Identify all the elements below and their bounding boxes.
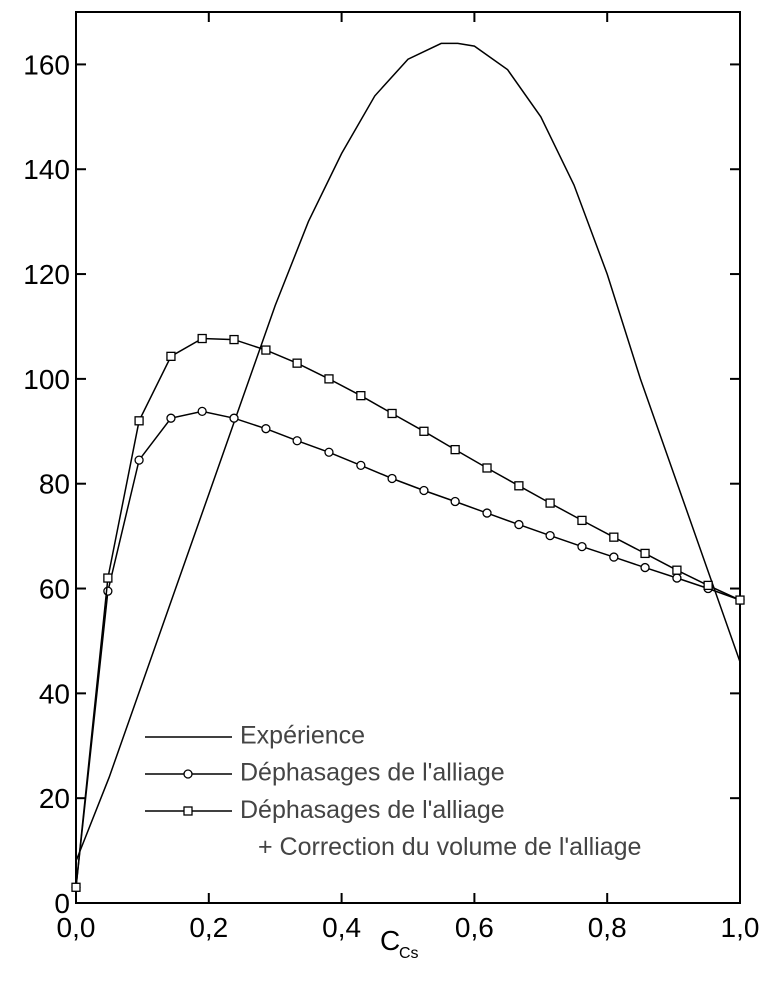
marker	[450, 496, 460, 507]
y-tick-label: 100	[23, 364, 70, 395]
marker	[292, 358, 302, 368]
marker	[609, 532, 619, 542]
marker	[134, 416, 144, 426]
marker	[735, 595, 745, 605]
marker	[166, 351, 176, 361]
x-tick-label: 1,0	[721, 912, 760, 943]
y-tick-label: 120	[23, 259, 70, 290]
x-axis-label-sub: Cs	[399, 945, 419, 962]
marker	[292, 436, 302, 446]
y-tick-label: 140	[23, 154, 70, 185]
legend-label: Déphasages de l'alliage	[240, 759, 505, 787]
marker	[197, 406, 207, 417]
x-tick-label: 0,0	[57, 912, 96, 943]
marker	[229, 413, 239, 423]
marker	[197, 333, 207, 344]
marker	[640, 562, 650, 573]
marker	[672, 565, 682, 575]
marker	[482, 508, 492, 518]
legend: Expérience Déphasages de l'alliage Déphasa…	[145, 722, 641, 861]
marker	[609, 552, 619, 562]
marker	[183, 769, 193, 779]
legend-label: Expérience	[240, 722, 365, 750]
x-tick-label: 0,4	[322, 912, 361, 943]
marker	[703, 580, 713, 591]
marker	[324, 447, 334, 457]
y-tick-label: 40	[39, 678, 70, 709]
y-tick-label: 60	[39, 574, 70, 605]
marker	[482, 463, 492, 473]
marker	[387, 408, 397, 419]
series-line	[75, 337, 741, 888]
marker	[261, 345, 271, 355]
marker	[103, 573, 113, 583]
x-tick-label: 0,2	[189, 912, 228, 943]
marker	[545, 530, 555, 541]
marker	[166, 413, 176, 423]
marker	[514, 519, 524, 530]
marker	[183, 806, 193, 816]
marker	[261, 424, 271, 434]
marker	[419, 426, 429, 436]
marker	[134, 455, 144, 465]
y-tick-label: 80	[39, 469, 70, 500]
y-tick-label: 160	[23, 49, 70, 80]
marker	[387, 473, 397, 484]
marker	[71, 882, 81, 892]
marker	[356, 391, 366, 401]
marker	[229, 334, 239, 345]
x-tick-label: 0,6	[455, 912, 494, 943]
y-tick-label: 0	[54, 888, 70, 919]
x-tick-label: 0,8	[588, 912, 627, 943]
marker	[450, 444, 460, 455]
marker	[545, 498, 555, 508]
plot-frame	[75, 11, 741, 904]
marker	[577, 515, 587, 526]
marker	[419, 485, 429, 496]
marker	[577, 541, 587, 552]
marker	[103, 586, 113, 596]
marker	[672, 573, 682, 583]
marker	[514, 481, 524, 491]
legend-label: Déphasages de l'alliage + Correction du …	[240, 796, 641, 861]
y-tick-label: 20	[39, 783, 70, 814]
marker	[324, 374, 334, 384]
marker	[356, 460, 366, 471]
marker	[640, 548, 650, 559]
x-axis-label: C	[380, 925, 400, 956]
series-line	[75, 42, 741, 862]
series-line	[75, 410, 741, 888]
